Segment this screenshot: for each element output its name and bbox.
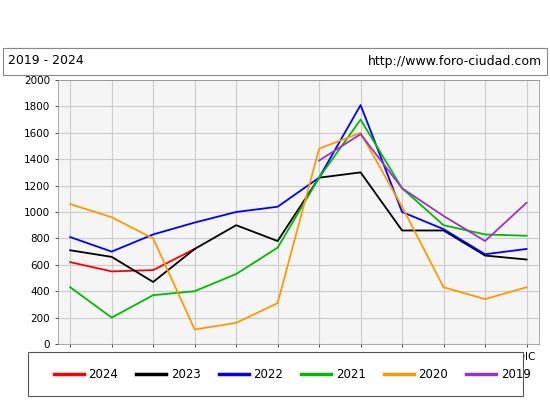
Text: http://www.foro-ciudad.com: http://www.foro-ciudad.com [367, 54, 542, 68]
Text: 2022: 2022 [254, 368, 283, 380]
Text: 2023: 2023 [171, 368, 201, 380]
Text: 2021: 2021 [336, 368, 366, 380]
Text: 2019: 2019 [501, 368, 531, 380]
Text: 2020: 2020 [419, 368, 448, 380]
Text: 2024: 2024 [89, 368, 118, 380]
Text: Evolucion Nº Turistas Nacionales en el municipio de Valdefresno: Evolucion Nº Turistas Nacionales en el m… [40, 16, 510, 30]
Text: 2019 - 2024: 2019 - 2024 [8, 54, 84, 68]
